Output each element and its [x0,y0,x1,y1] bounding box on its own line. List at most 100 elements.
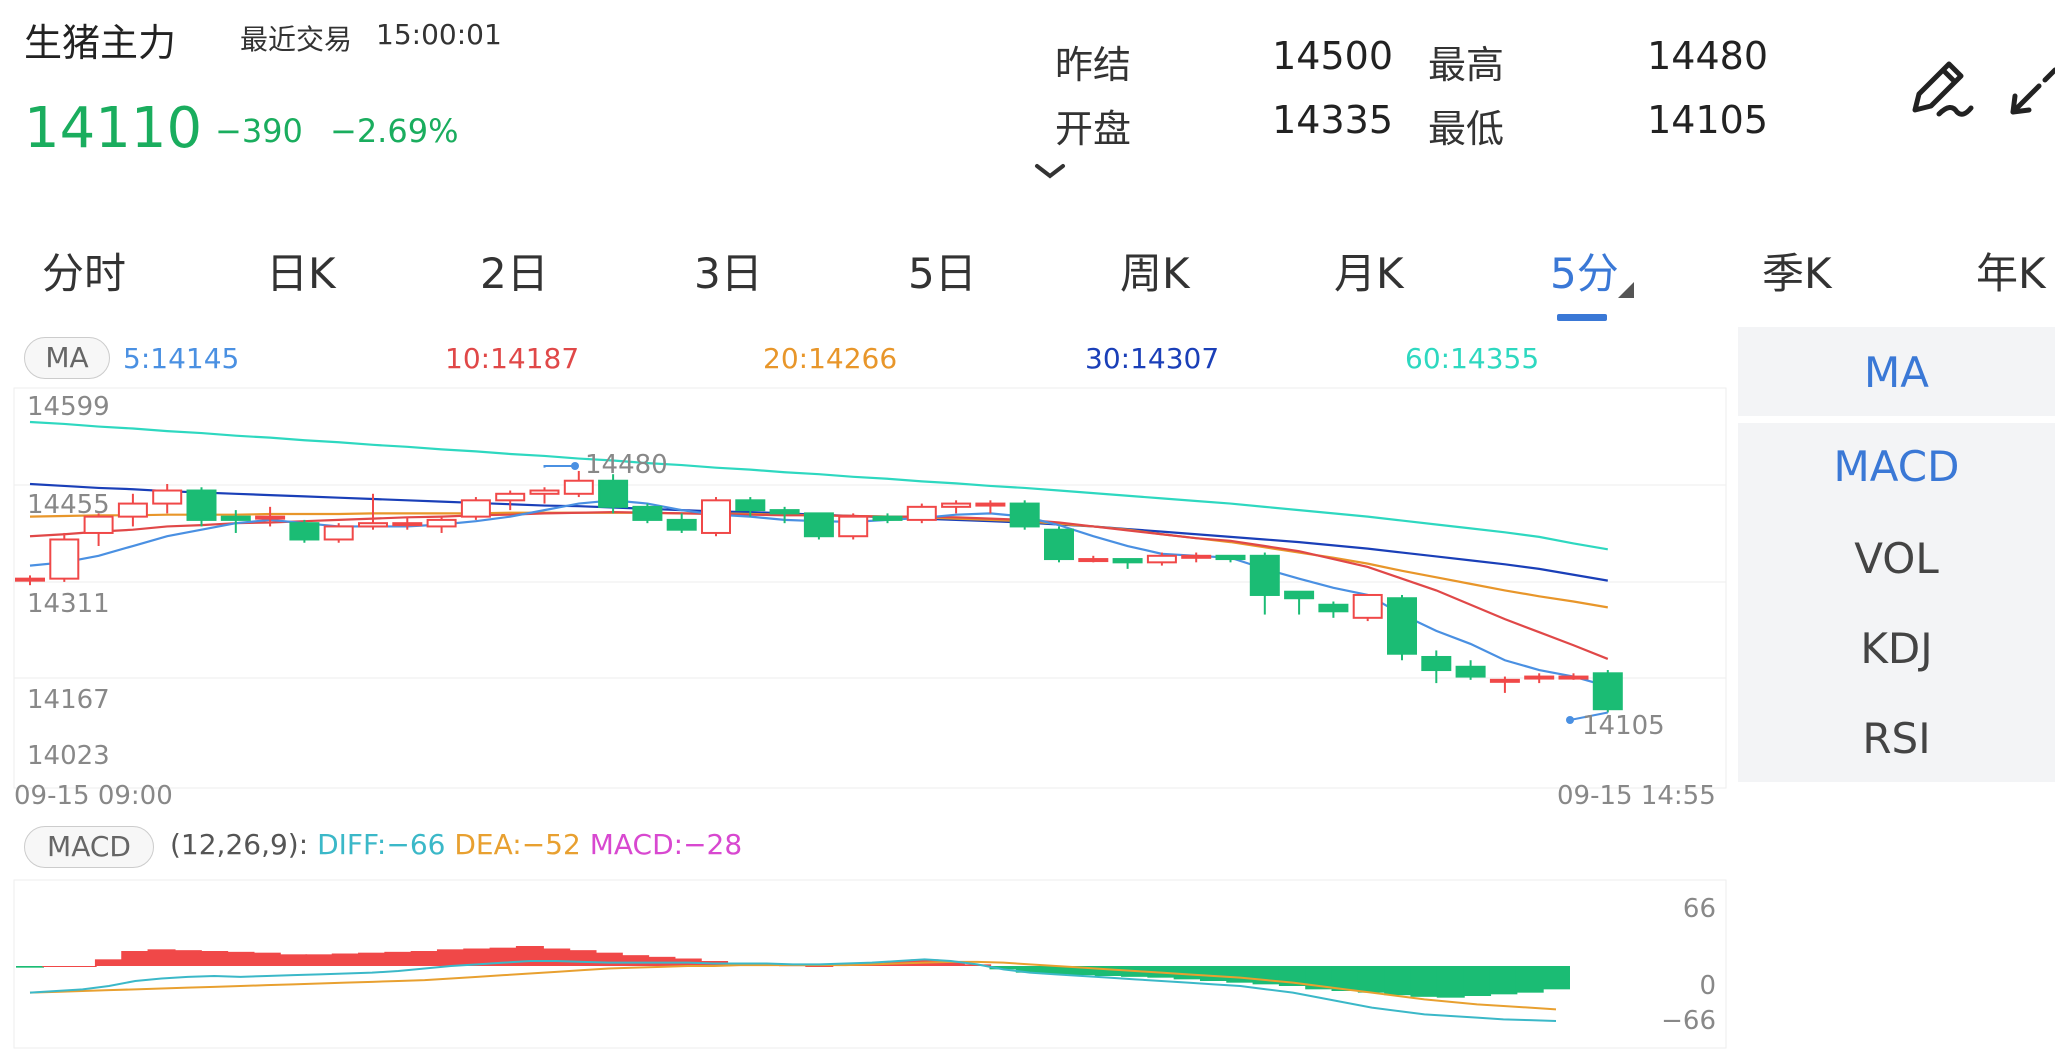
macd-bar [1173,966,1202,980]
candle-body [255,515,286,520]
candle-body [460,499,491,518]
macd-bar [1384,966,1413,996]
tab-monthly-k[interactable]: 月K [1334,249,1404,298]
prev-settle-label: 昨结 [1055,43,1132,87]
candle-body [1009,502,1040,528]
macd-bar [542,948,571,966]
candle-body [1146,554,1177,564]
macd-tick-label: 66 [1683,894,1716,924]
candle-body [632,505,663,521]
candles [15,470,1623,713]
macd-bar [1357,966,1386,993]
tab-quarterly-k[interactable]: 季K [1762,249,1832,298]
tab-5day[interactable]: 5日 [908,249,977,298]
ma-lines [29,420,1609,688]
macd-bar [384,951,413,966]
candle-body [1455,665,1486,678]
macd-bar [1094,966,1123,976]
macd-frame [13,879,1727,1049]
tab-weekly-k[interactable]: 周K [1120,249,1190,298]
candle-body [838,515,869,538]
candle-body [1592,672,1623,711]
candle-body [563,479,594,495]
ma5-value: 5:14145 [123,342,240,375]
high-marker-dot [571,462,579,470]
tab-3day[interactable]: 3日 [694,249,763,298]
pen-draw-icon[interactable] [1905,52,1975,122]
macd-bar [1463,966,1492,996]
high-marker-label: 14480 [585,450,668,480]
candle-body [1489,678,1520,683]
tab-yearly-k[interactable]: 年K [1976,249,2046,298]
tab-5min[interactable]: 5分 [1550,249,1619,298]
tab-daily-k[interactable]: 日K [266,249,336,298]
ma-indicator-pill[interactable]: MA [24,337,110,379]
fullscreen-icon[interactable] [2005,54,2055,124]
macd-bar [226,951,255,966]
low-label: 最低 [1428,107,1505,151]
macd-bar [16,966,44,968]
high-marker-line [543,465,575,468]
candle-body [735,499,766,512]
chart-grid [13,387,1727,789]
diff-line [29,958,1557,1022]
candle-body [1352,593,1383,619]
open-value: 14335 [1272,98,1393,142]
macd-bar [1489,966,1518,995]
candle-body [1284,590,1315,600]
dea-value: DEA:−52 [454,828,581,861]
indicator-kdj-button[interactable]: KDJ [1860,624,1933,673]
candle-body [186,489,217,521]
macd-bar [68,966,97,967]
candle-body [289,522,320,541]
macd-bar [279,954,308,966]
macd-indicator-pill[interactable]: MACD [24,826,154,868]
indicator-vol-button[interactable]: VOL [1854,534,1939,583]
candle-body [1044,528,1074,561]
ma10-value: 10:14187 [445,342,580,375]
candle-body [529,489,560,495]
price-change-percent: −2.69% [330,112,459,150]
macd-bar [1331,966,1360,991]
macd-bar [647,956,676,966]
chart-frame [13,387,1727,789]
active-tab-indicator [1557,314,1607,321]
candle-body [1112,558,1143,564]
macd-bar [331,953,360,966]
panel-divider [1738,416,2055,423]
indicator-ma-button[interactable]: MA [1864,348,1929,397]
ma20-value: 20:14266 [763,342,898,375]
diff-value: DIFF:−66 [317,828,446,861]
candle-body [906,505,937,521]
candle-body [392,522,423,527]
macd-bar [173,950,202,966]
candle-body [358,522,388,528]
candle-body [1215,554,1246,561]
indicator-macd-button[interactable]: MACD [1833,442,1960,491]
tab-intraday[interactable]: 分时 [42,249,127,298]
macd-bar [1068,966,1097,976]
x-axis-start-label: 09-15 09:00 [14,781,173,811]
candle-body [1318,603,1349,613]
ma30-value: 30:14307 [1085,342,1220,375]
low-value: 14105 [1647,98,1768,142]
current-price: 14110 [24,96,203,161]
candle-body [769,509,800,515]
low-marker-line [1569,711,1608,721]
candle-body [975,502,1006,507]
x-axis-end-label: 09-15 14:55 [1557,781,1716,811]
macd-bar [621,955,650,966]
chevron-down-icon[interactable] [1033,160,1067,184]
macd-bar [410,951,439,966]
ma60-value: 60:14355 [1405,342,1540,375]
macd-bar [94,959,123,966]
macd-bar [252,952,281,966]
candle-body [1524,675,1555,680]
candle-body [1249,554,1280,596]
price-change: −390 [215,112,303,150]
indicator-rsi-button[interactable]: RSI [1862,714,1931,763]
kline-chart[interactable]: 14599 14455 14311 14167 14023 66 0 −66 1… [0,370,1738,1056]
tab-2day[interactable]: 2日 [480,249,549,298]
macd-bar [1226,966,1255,983]
candle-body [426,518,457,528]
